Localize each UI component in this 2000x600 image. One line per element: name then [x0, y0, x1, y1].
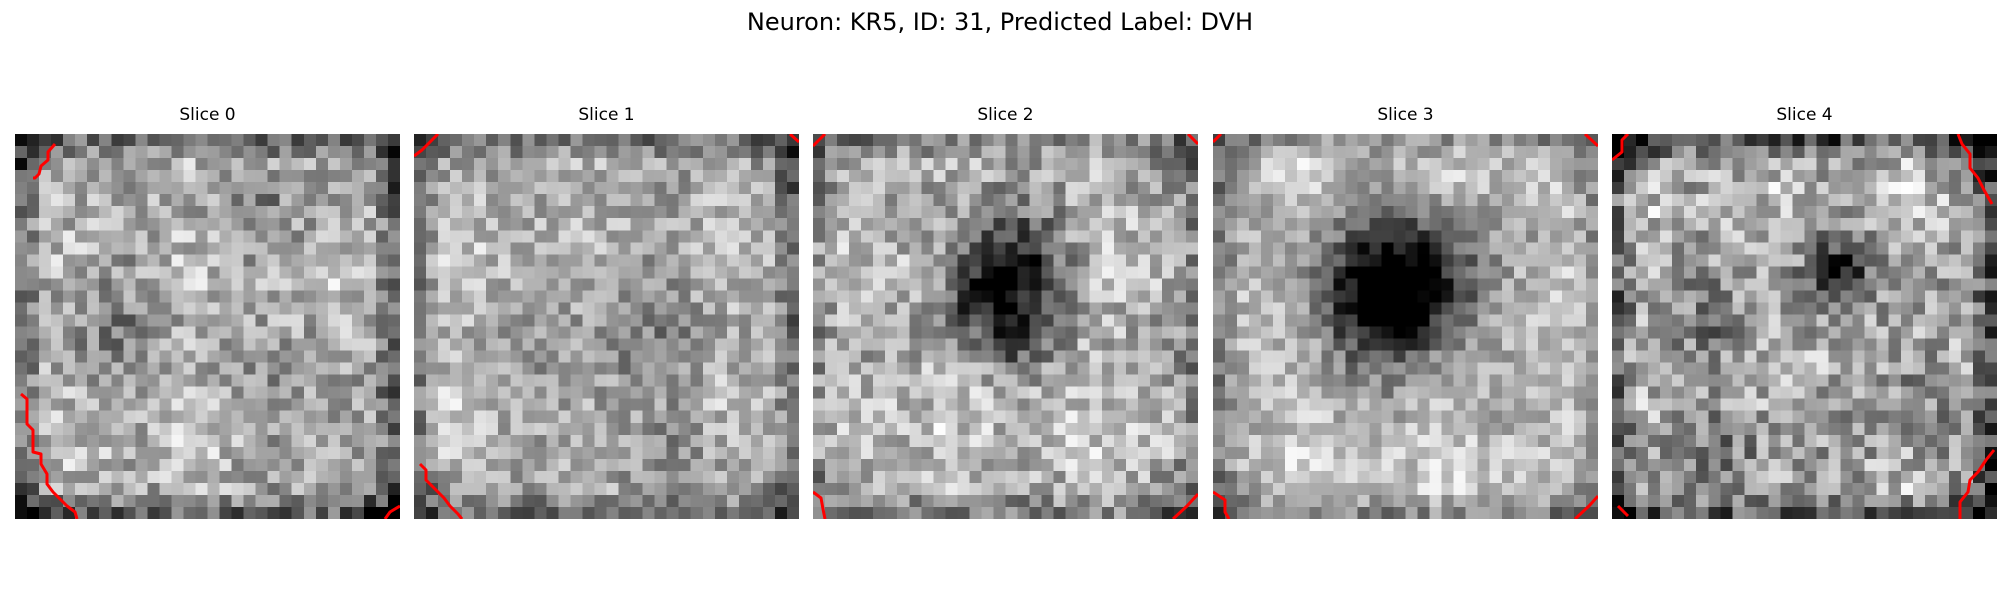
slice-panel-2: Slice 2 — [813, 104, 1198, 519]
contour-line — [1583, 134, 1598, 148]
contour-line — [1213, 490, 1231, 519]
slice-image-4 — [1612, 134, 1997, 519]
contour-line — [1956, 134, 1994, 205]
grayscale-image — [414, 134, 799, 519]
contour-line — [1171, 492, 1198, 519]
slice-title: Slice 2 — [977, 105, 1034, 125]
contour-overlay — [414, 134, 799, 519]
contour-overlay — [1612, 134, 1996, 519]
grayscale-image — [1612, 134, 1997, 519]
figure-title: Neuron: KR5, ID: 31, Predicted Label: DV… — [746, 8, 1254, 36]
grayscale-image — [813, 134, 1198, 519]
contour-overlay — [20, 143, 400, 519]
slice-title: Slice 1 — [578, 105, 635, 125]
contour-line — [1958, 449, 1996, 519]
contour-line — [418, 462, 464, 519]
contour-line — [813, 490, 827, 519]
slice-panel-3: Slice 3 — [1213, 104, 1598, 519]
contour-overlay — [813, 134, 1198, 519]
contour-line — [1616, 504, 1630, 518]
contour-line — [789, 134, 799, 144]
slice-title: Slice 3 — [1377, 105, 1434, 125]
slice-image-3 — [1213, 134, 1598, 519]
slice-image-0 — [15, 134, 400, 519]
contour-line — [1573, 494, 1598, 519]
slice-image-2 — [813, 134, 1198, 519]
contour-line — [1213, 134, 1223, 144]
contour-line — [813, 134, 827, 148]
contour-line — [1186, 134, 1198, 146]
contour-line — [20, 392, 79, 519]
contour-line — [383, 504, 400, 519]
contour-line — [414, 134, 440, 158]
slice-panel-4: Slice 4 — [1612, 104, 1997, 519]
grayscale-image — [1213, 134, 1598, 519]
slice-title: Slice 4 — [1776, 105, 1833, 125]
contour-line — [33, 143, 57, 180]
slice-panel-0: Slice 0 — [15, 104, 400, 519]
slice-image-1 — [414, 134, 799, 519]
slice-title: Slice 0 — [179, 105, 236, 125]
contour-overlay — [1213, 134, 1598, 519]
slice-panel-1: Slice 1 — [414, 104, 799, 519]
contour-line — [1612, 134, 1630, 162]
grayscale-image — [15, 134, 400, 519]
